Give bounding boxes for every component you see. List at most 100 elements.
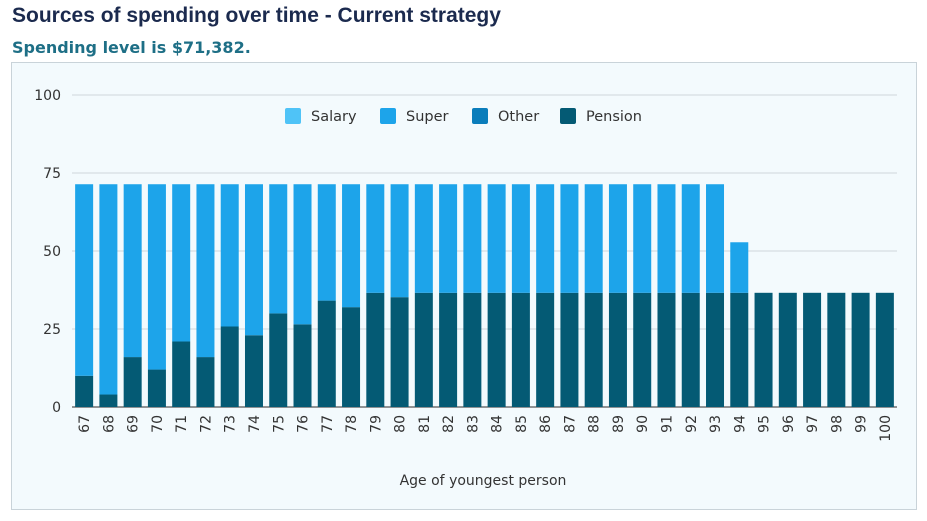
bar-pension-67 [75, 375, 94, 407]
legend-swatch [380, 108, 396, 124]
x-tick-label: 69 [126, 415, 142, 433]
bar-pension-73 [220, 326, 239, 407]
legend-label: Super [406, 109, 449, 125]
bar-pension-88 [584, 292, 603, 407]
gridlines [72, 94, 897, 408]
bar-super-85 [511, 184, 530, 293]
bar-pension-100 [875, 292, 894, 407]
x-tick-label: 95 [757, 415, 773, 433]
x-tick-label: 98 [829, 415, 845, 433]
bar-pension-70 [147, 369, 166, 407]
bar-super-71 [172, 184, 191, 342]
bar-pension-93 [706, 292, 725, 407]
bar-pension-87 [560, 292, 579, 407]
x-tick-label: 71 [174, 415, 190, 433]
y-tick-label: 75 [43, 166, 61, 182]
x-tick-label: 77 [320, 415, 336, 433]
bar-pension-72 [196, 357, 215, 407]
bar-pension-79 [366, 292, 385, 407]
x-tick-label: 74 [247, 415, 263, 433]
x-tick-label: 89 [611, 415, 627, 433]
bar-pension-96 [778, 292, 797, 407]
legend-item-salary: Salary [285, 108, 357, 125]
legend-item-other: Other [472, 108, 539, 125]
x-tick-label: 99 [854, 415, 870, 433]
bar-super-92 [681, 184, 700, 293]
x-tick-label: 80 [393, 415, 409, 433]
y-tick-label: 50 [43, 244, 61, 260]
bar-super-67 [75, 184, 94, 376]
bar-pension-71 [172, 341, 191, 407]
x-tick-label: 75 [271, 415, 287, 433]
y-tick-label: 25 [43, 322, 61, 338]
bar-pension-86 [536, 292, 555, 407]
x-tick-label: 78 [344, 415, 360, 433]
bar-super-68 [99, 184, 118, 395]
bar-pension-68 [99, 394, 118, 407]
x-tick-label: 88 [587, 415, 603, 433]
x-tick-label: 93 [708, 415, 724, 433]
x-tick-label: 94 [732, 415, 748, 433]
bar-super-87 [560, 184, 579, 293]
x-tick-label: 82 [441, 415, 457, 433]
bar-pension-80 [390, 297, 409, 407]
x-tick-label: 91 [659, 415, 675, 433]
bar-super-76 [293, 184, 312, 325]
bar-pension-83 [463, 292, 482, 407]
bar-pension-97 [803, 292, 822, 407]
legend-item-pension: Pension [560, 108, 642, 125]
x-tick-label: 68 [101, 415, 117, 433]
bar-super-80 [390, 184, 409, 298]
bar-pension-89 [608, 292, 627, 407]
bar-super-81 [414, 184, 433, 293]
bar-super-74 [244, 184, 263, 336]
bar-super-69 [123, 184, 142, 358]
bar-super-93 [706, 184, 725, 293]
bar-pension-91 [657, 292, 676, 407]
bar-pension-69 [123, 357, 142, 407]
x-axis: 67 68 69 70 71 72 73 74 75 76 77 78 79 80 81 82 83 84 85 86… [77, 415, 894, 442]
bar-super-89 [608, 184, 627, 293]
bar-super-90 [633, 184, 652, 293]
bar-pension-77 [317, 300, 336, 407]
bar-super-86 [536, 184, 555, 293]
bar-pension-94 [730, 292, 749, 407]
bar-super-91 [657, 184, 676, 293]
bar-pension-98 [827, 292, 846, 407]
bar-pension-81 [414, 292, 433, 407]
bar-super-83 [463, 184, 482, 293]
x-tick-label: 67 [77, 415, 93, 433]
y-tick-label: 100 [34, 88, 61, 104]
x-tick-label: 81 [417, 415, 433, 433]
legend-swatch [285, 108, 301, 124]
bar-pension-90 [633, 292, 652, 407]
legend-swatch [560, 108, 576, 124]
x-tick-label: 72 [198, 415, 214, 433]
bar-super-84 [487, 184, 506, 293]
bar-pension-99 [851, 292, 870, 407]
bar-super-79 [366, 184, 385, 293]
bars [75, 184, 894, 407]
bar-pension-75 [269, 313, 288, 407]
bar-super-88 [584, 184, 603, 293]
x-tick-label: 87 [562, 415, 578, 433]
legend-swatch [472, 108, 488, 124]
chart-title: Sources of spending over time - Current … [12, 4, 501, 27]
legend: Salary Super Other Pension [285, 108, 642, 125]
bar-pension-76 [293, 324, 312, 407]
legend-item-super: Super [380, 108, 449, 125]
bar-super-78 [342, 184, 361, 308]
y-tick-label: 0 [52, 400, 61, 416]
bar-super-77 [317, 184, 336, 301]
x-tick-label: 79 [368, 415, 384, 433]
bar-super-94 [730, 242, 749, 293]
x-tick-label: 86 [538, 415, 554, 433]
x-tick-label: 83 [465, 415, 481, 433]
bar-pension-78 [342, 307, 361, 407]
y-axis: 0 25 50 75 100 [34, 88, 61, 416]
x-tick-label: 96 [781, 415, 797, 433]
bar-pension-84 [487, 292, 506, 407]
bar-pension-92 [681, 292, 700, 407]
x-tick-label: 76 [296, 415, 312, 433]
